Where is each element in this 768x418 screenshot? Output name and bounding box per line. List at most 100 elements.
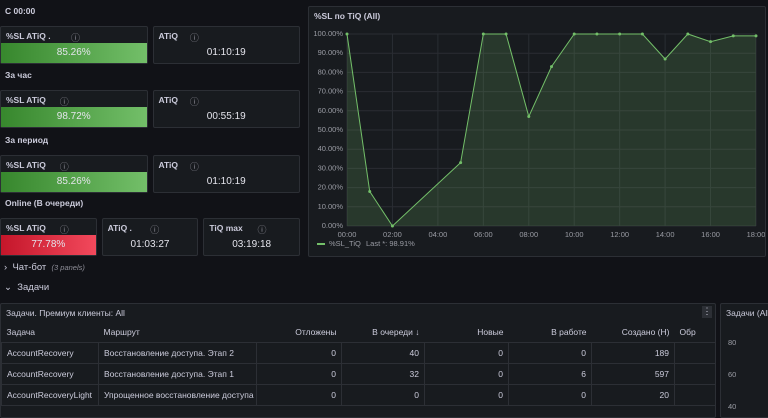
legend-last: Last *: 98.91% (366, 239, 415, 248)
data-point (572, 32, 576, 36)
data-point (550, 65, 553, 69)
side-tick: 80 (728, 338, 737, 347)
stat-value: 03:19:18 (232, 239, 272, 250)
stat-panel: %SL ATiQ ⓘ 85.26% (0, 155, 148, 193)
data-point (345, 32, 349, 36)
table-row: AccountRecovery Восстановление доступа. Э… (1, 342, 715, 364)
x-tick-label: 16:00 (701, 230, 720, 239)
menu-button[interactable]: ⋮ (702, 306, 712, 318)
table-cell: Восстановление доступа. Этап 1 (98, 363, 257, 385)
table-header: Задача Маршрут Отложены В очереди ↓ Новые В р… (2, 322, 716, 343)
info-icon[interactable]: ⓘ (189, 97, 199, 107)
stat-panel: ATiQ . ⓘ 01:03:27 (101, 218, 199, 256)
y-tick-label: 70.00% (318, 87, 344, 96)
table-cell: Восстановление доступа. Этап 2 (98, 342, 257, 364)
table-cell (674, 363, 715, 385)
info-icon[interactable]: ⓘ (59, 225, 69, 235)
table-cell: 6 (508, 363, 592, 385)
chart-title: %SL по TiQ (All) (314, 11, 381, 21)
area-fill (347, 34, 756, 226)
info-icon[interactable]: ⓘ (59, 162, 69, 172)
row-header[interactable]: ⌄ Задачи (4, 282, 50, 293)
table-cell: 0 (256, 363, 342, 385)
stat-value: 01:10:19 (206, 47, 246, 58)
stat-title: %SL ATiQ . (6, 31, 51, 41)
column-header: Новые (477, 327, 504, 337)
table-cell (674, 342, 715, 364)
group-label: С 00:00 (5, 6, 36, 16)
row-header[interactable]: › Чат-бот (3 panels) (4, 262, 85, 273)
stat-title: %SL ATiQ (6, 95, 46, 105)
row-title: Задачи (17, 282, 50, 293)
info-icon[interactable]: ⓘ (71, 33, 81, 43)
side-title: Задачи (All (726, 308, 768, 318)
column-header: Обр (679, 327, 696, 337)
stat-panel: %SL ATiQ . ⓘ 85.26% (0, 26, 148, 64)
y-tick-label: 40.00% (318, 144, 344, 153)
table-cell: AccountRecoveryLight (1, 384, 99, 406)
data-point (595, 32, 599, 36)
stat-value: 85.26% (1, 172, 147, 192)
table-cell: 20 (591, 384, 675, 406)
table-cell (674, 384, 715, 406)
chart-panel: %SL по TiQ (All) 0.00% 10.00% 20.00% 30.00%… (308, 6, 766, 257)
table-cell: 32 (341, 363, 425, 385)
data-point (481, 32, 485, 36)
x-tick-label: 00:00 (338, 230, 357, 239)
table-cell: 0 (424, 384, 509, 406)
stat-panel: %SL ATiQ ⓘ 98.72% (0, 90, 148, 128)
data-point (731, 34, 735, 38)
x-tick-label: 08:00 (519, 230, 538, 239)
table-cell: 40 (341, 342, 425, 364)
table-cell: 0 (508, 342, 592, 364)
table-cell: 0 (256, 384, 342, 406)
table-cell: 0 (508, 384, 592, 406)
stat-title: ATiQ . (107, 223, 132, 233)
data-point (504, 32, 508, 36)
row-title: Чат-бот (12, 262, 47, 273)
stat-title: ATiQ (158, 31, 179, 41)
column-header: Задача (6, 327, 36, 337)
data-point (686, 32, 690, 36)
row-note: (3 panels) (51, 263, 85, 272)
info-icon[interactable]: ⓘ (189, 162, 199, 172)
stat-value: 77.78% (1, 235, 96, 255)
data-point (527, 115, 531, 119)
data-point (618, 32, 622, 36)
x-tick-label: 06:00 (474, 230, 493, 239)
info-icon[interactable]: ⓘ (257, 225, 267, 235)
stat-value: 85.26% (1, 43, 147, 63)
x-tick-label: 14:00 (656, 230, 675, 239)
group-label: Online (В очереди) (5, 198, 84, 208)
table-cell: 189 (591, 342, 675, 364)
data-point (459, 161, 463, 165)
side-tick: 40 (728, 402, 737, 411)
table-cell: AccountRecovery (1, 363, 99, 385)
data-point (663, 57, 667, 61)
x-tick-label: 04:00 (428, 230, 447, 239)
column-header: Создано (Н) (621, 327, 670, 337)
table-cell: 0 (341, 384, 425, 406)
y-tick-label: 10.00% (318, 202, 344, 211)
info-icon[interactable]: ⓘ (150, 225, 160, 235)
info-icon[interactable]: ⓘ (189, 33, 199, 43)
data-point (390, 224, 394, 228)
stat-title: %SL ATiQ (6, 160, 46, 170)
data-point (709, 40, 713, 44)
info-icon[interactable]: ⓘ (59, 97, 69, 107)
group-label: За час (5, 70, 32, 80)
y-tick-label: 100.00% (313, 29, 343, 38)
side-panel: Задачи (All 80 60 40 (720, 303, 768, 418)
column-header: В работе (551, 327, 587, 337)
stat-title: ATiQ (158, 160, 179, 170)
table-cell: 0 (256, 342, 342, 364)
table-cell: 0 (424, 363, 509, 385)
y-tick-label: 90.00% (318, 48, 344, 57)
data-point (368, 189, 372, 193)
y-tick-label: 30.00% (318, 163, 344, 172)
table-cell: 597 (591, 363, 675, 385)
chart: 0.00% 10.00% 20.00% 30.00% 40.00% 50.00% 60.00… (313, 29, 765, 248)
legend-swatch (317, 243, 325, 245)
data-point (754, 34, 758, 38)
